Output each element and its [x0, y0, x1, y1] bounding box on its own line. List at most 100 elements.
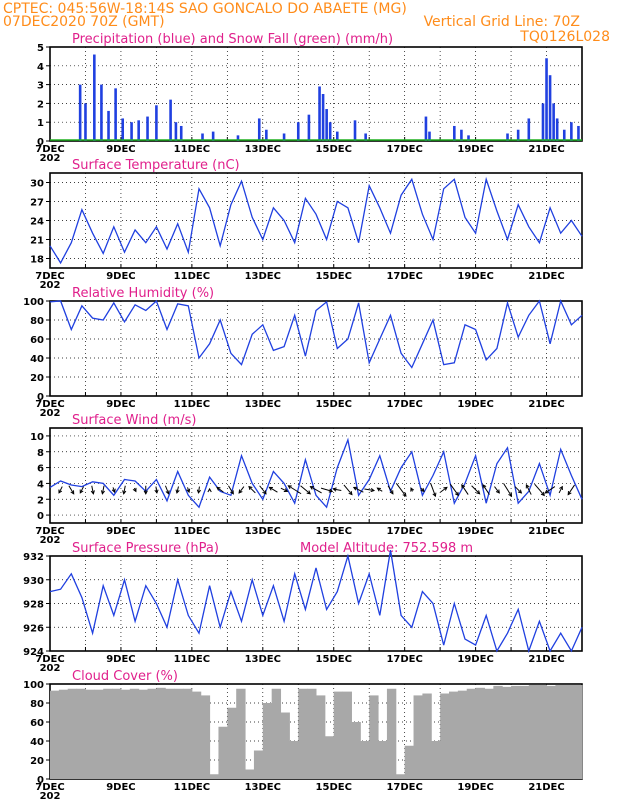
x-tick-label: 15DEC — [316, 399, 352, 410]
x-tick-label: 15DEC — [316, 526, 352, 537]
x-year-label-clipped: 202 — [40, 153, 61, 164]
x-tick-label: 11DEC — [174, 144, 210, 155]
x-tick-label: 13DEC — [245, 144, 281, 155]
wind-vector — [503, 483, 512, 497]
precip-bar — [211, 131, 215, 141]
y-tick-label: 20 — [30, 756, 44, 767]
wind-vector-arrowhead — [79, 489, 84, 494]
x-tick-label: 17DEC — [386, 271, 422, 282]
y-tick-label: 20 — [30, 373, 44, 384]
x-tick-label: 15DEC — [316, 654, 352, 665]
cloud-bar — [236, 688, 246, 779]
y-tick-label: 80 — [30, 699, 44, 710]
x-tick-label: 15DEC — [316, 271, 352, 282]
x-tick-label: 11DEC — [174, 271, 210, 282]
precip-bar — [541, 103, 545, 141]
x-tick-label: 9DEC — [106, 526, 135, 537]
header-grid-line: Vertical Grid Line: 70Z — [424, 14, 580, 30]
cloud-bar — [120, 689, 131, 779]
wind-vector — [280, 487, 288, 492]
cloud-bar — [174, 688, 184, 779]
wind-vector — [269, 486, 278, 493]
cloud-bar — [546, 685, 556, 779]
cloud-bar — [129, 688, 140, 779]
cloud-bar — [502, 686, 512, 779]
series-line — [49, 437, 583, 509]
cloud-bar — [484, 688, 494, 779]
precip-bar — [562, 129, 566, 141]
precip-bar — [93, 54, 96, 141]
panel-title: Precipitation (blue) and Snow Fall (gree… — [72, 32, 393, 47]
x-tick-label: 7DEC — [35, 782, 64, 793]
cloud-bar — [395, 774, 406, 779]
panel-title: Relative Humidity (%) — [72, 286, 214, 301]
x-tick-label: 9DEC — [106, 782, 135, 793]
wind-vector — [164, 485, 170, 494]
precip-bar — [130, 122, 133, 141]
y-tick-label: 40 — [30, 354, 44, 365]
panel-1: 0 1 2 3 4 5 7DEC 9DEC 11DEC 13DEC 15DEC 17DEC 19DEC 2… — [35, 32, 583, 164]
precip-bar — [282, 133, 286, 141]
precip-bar — [460, 129, 463, 141]
panel-2: 18 21 24 27 30 7DEC 9DEC 11DEC 13DEC 15DEC 17DEC 19… — [30, 158, 583, 291]
wind-vector — [320, 487, 333, 492]
cloud-bar — [457, 690, 468, 779]
cloud-bar — [85, 689, 95, 779]
x-tick-label: 11DEC — [174, 526, 210, 537]
wind-vector-arrowhead — [248, 485, 253, 491]
x-tick-label: 13DEC — [245, 782, 281, 793]
x-tick-label: 13DEC — [245, 271, 281, 282]
x-tick-label: 19DEC — [457, 526, 493, 537]
wind-vector-arrowhead — [540, 491, 545, 497]
precip-bar — [577, 125, 580, 141]
wind-vector-arrowhead — [332, 487, 337, 492]
x-year-label-clipped: 202 — [40, 535, 61, 546]
cloud-bar — [324, 736, 335, 779]
wind-vector — [461, 484, 469, 495]
wind-vector-arrowhead — [186, 488, 191, 494]
cloud-bar — [307, 688, 317, 779]
y-tick-label: 18 — [30, 255, 44, 266]
cloud-bar — [360, 741, 370, 779]
panel-title: Surface Wind (m/s) — [72, 413, 196, 428]
y-tick-label: 100 — [23, 297, 44, 308]
wind-vector-arrowhead — [100, 490, 105, 495]
cloud-bar — [528, 684, 539, 779]
cloud-bar — [449, 691, 459, 779]
wind-vector-arrowhead — [348, 491, 353, 496]
wind-vector — [343, 484, 353, 495]
plot-frame — [49, 46, 583, 142]
wind-vector-arrowhead — [132, 487, 137, 493]
y-tick-label: 21 — [30, 236, 44, 247]
precip-bar — [467, 135, 470, 141]
x-tick-label: 19DEC — [457, 654, 493, 665]
wind-vector-arrowhead — [517, 489, 523, 494]
y-tick-label: 100 — [23, 680, 44, 691]
x-tick-label: 21DEC — [528, 399, 564, 410]
wind-vector-arrowhead — [175, 489, 180, 494]
cloud-bar — [555, 684, 565, 779]
wind-vector — [79, 486, 84, 494]
precip-bar — [265, 129, 268, 141]
wind-vector — [123, 485, 126, 494]
wind-vector-arrowhead — [238, 489, 243, 494]
cloud-bar — [67, 688, 78, 779]
precip-bar — [78, 84, 82, 141]
header-date: 07DEC2020 70Z (GMT) — [3, 14, 165, 30]
wind-vector-arrowhead — [567, 491, 572, 496]
cloud-bar — [316, 695, 326, 779]
wind-vector — [228, 485, 234, 495]
cloud-bar — [289, 741, 299, 779]
wind-vector-arrowhead — [432, 492, 437, 498]
x-year-label-clipped: 202 — [40, 280, 61, 291]
x-tick-label: 7DEC — [35, 399, 64, 410]
y-tick-label: 60 — [30, 335, 44, 346]
cloud-bar — [564, 684, 574, 779]
precip-bar — [552, 103, 555, 141]
cloud-bar — [245, 769, 255, 779]
wind-vector — [91, 485, 94, 494]
wind-vector-arrowhead — [283, 488, 289, 492]
precip-bar — [146, 116, 149, 141]
cloud-bar — [138, 689, 149, 779]
wind-vector-arrowhead — [154, 489, 159, 494]
